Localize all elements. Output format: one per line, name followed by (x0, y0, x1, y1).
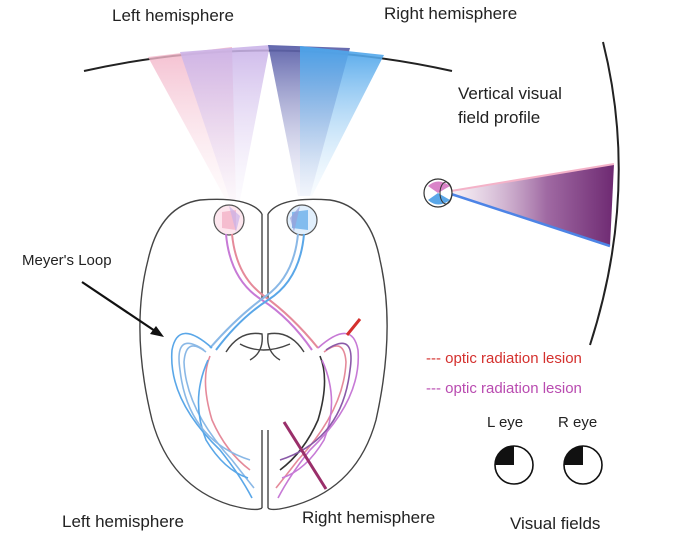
visual-field-cones (148, 45, 384, 200)
label-bottom-right-hemisphere: Right hemisphere (302, 508, 435, 528)
label-top-left-hemisphere: Left hemisphere (112, 6, 234, 26)
label-vertical-profile-2: field profile (458, 108, 540, 128)
cone-right-blue (300, 46, 384, 196)
label-visual-fields: Visual fields (510, 514, 600, 534)
label-meyers-loop: Meyer's Loop (22, 252, 112, 270)
label-top-right-hemisphere: Right hemisphere (384, 4, 517, 24)
lesion-mark-red (347, 319, 360, 335)
r-eye-field-icon (564, 446, 602, 484)
right-eye-in-brain (287, 205, 317, 235)
vertical-profile-cone (445, 164, 614, 246)
label-r-eye: R eye (558, 414, 597, 432)
optic-nerves (210, 234, 318, 350)
brain-outline (140, 199, 387, 509)
meyers-loop-arrow (82, 282, 164, 337)
left-eye-in-brain (214, 205, 244, 235)
label-l-eye: L eye (487, 414, 523, 432)
l-eye-field-icon (495, 446, 533, 484)
label-vertical-profile-1: Vertical visual (458, 84, 562, 104)
legend-red-lesion: --- optic radiation lesion (426, 350, 582, 368)
legend-pink-lesion: --- optic radiation lesion (426, 380, 582, 398)
label-bottom-left-hemisphere: Left hemisphere (62, 512, 184, 532)
side-eye-icon (424, 179, 452, 207)
left-optic-radiations (172, 333, 254, 498)
